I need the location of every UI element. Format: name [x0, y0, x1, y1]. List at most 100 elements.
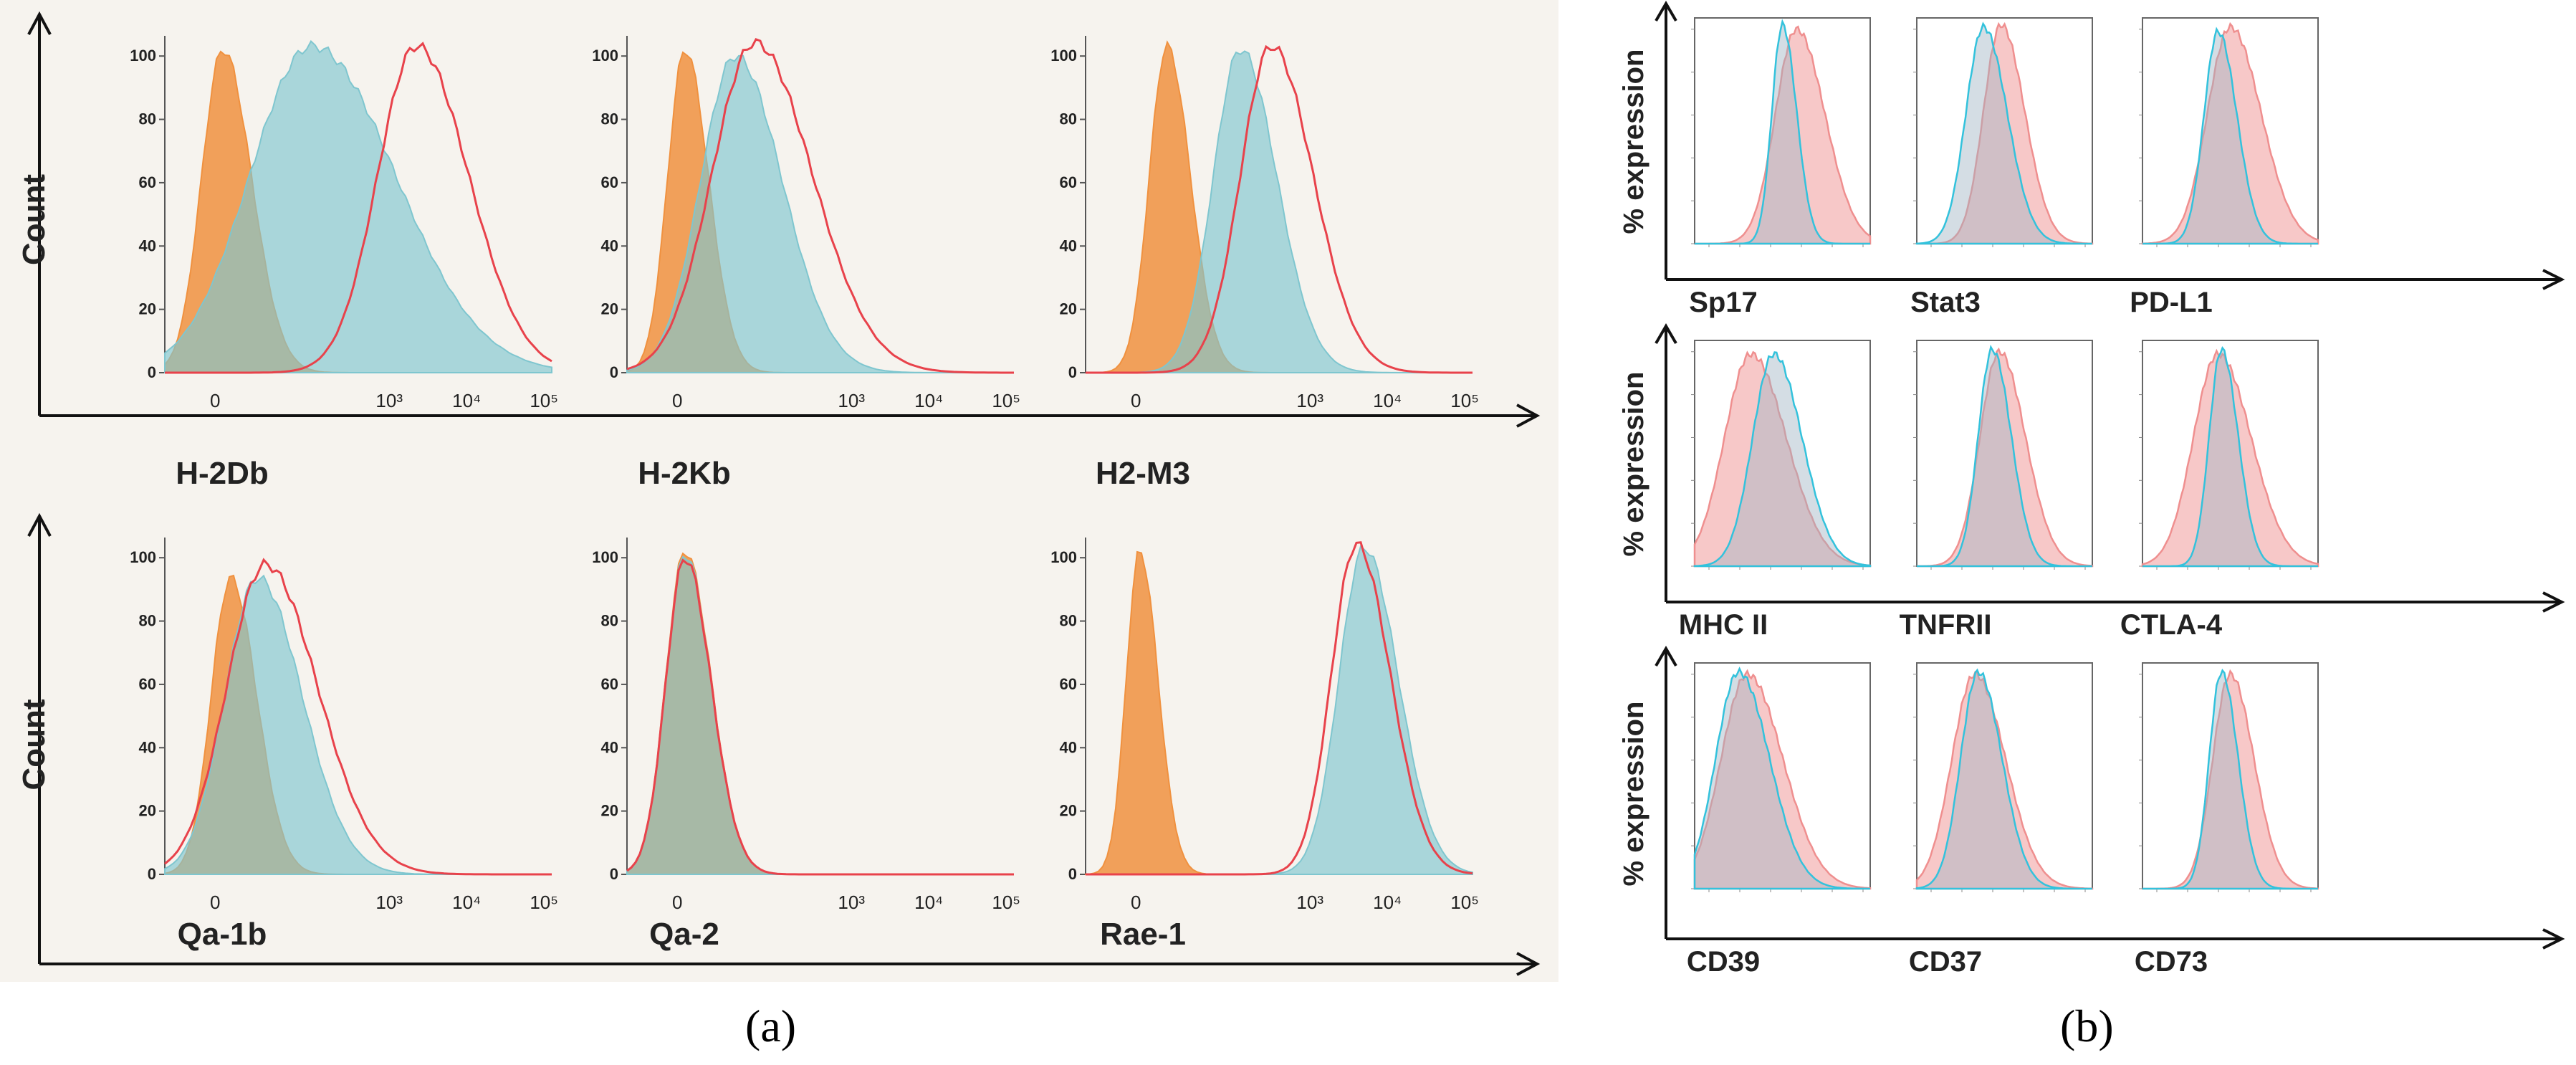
- y-tick-label: 0: [1068, 865, 1077, 883]
- histogram-curve-cells_b: [626, 37, 1014, 374]
- y-tick-label: 60: [1060, 173, 1077, 191]
- histogram-curve-control: [2142, 27, 2318, 245]
- x-tick-label: 10⁵: [530, 892, 558, 913]
- x-tick-label: 10³: [838, 390, 865, 411]
- x-tick-label: 10⁵: [530, 390, 558, 411]
- y-tick-label: 60: [139, 173, 156, 191]
- x-tick-label: 10³: [375, 892, 403, 913]
- y-axis-label: % expression: [1618, 49, 1649, 234]
- panel-a-chart: Count 0 20 40 60 80 100 0 10³ 10⁴ 10⁵ H-2Db 0 20 40 60 8…: [16, 11, 1541, 976]
- x-tick-label: 10⁴: [452, 390, 481, 411]
- histogram-curve-control: [1915, 668, 2092, 890]
- x-tick-label: 10⁴: [452, 892, 481, 913]
- y-tick-label: 20: [1060, 802, 1077, 820]
- histogram-label: PD-L1: [2130, 287, 2213, 318]
- y-tick-label: 40: [601, 738, 618, 756]
- y-tick-label: 80: [139, 612, 156, 630]
- histogram-h-2db: 0 20 40 60 80 100 0 10³ 10⁴ 10⁵ H-2Db: [130, 36, 558, 491]
- x-axis-arrow-icon: [2542, 269, 2565, 290]
- y-tick-label: 60: [601, 675, 618, 693]
- y-axis-arrow-icon: [1655, 1, 1677, 22]
- y-tick-label: 20: [139, 802, 156, 820]
- x-tick-label: 10³: [1296, 892, 1323, 913]
- y-tick-label: 100: [130, 548, 156, 566]
- x-axis-arrow-icon: [2542, 928, 2565, 950]
- y-tick-label: 40: [1060, 237, 1077, 254]
- histogram-label: Qa-2: [649, 917, 719, 952]
- y-tick-label: 100: [592, 548, 618, 566]
- y-tick-label: 100: [1050, 47, 1077, 65]
- y-tick-label: 40: [1060, 738, 1077, 756]
- histogram-curve-control: [1693, 667, 1870, 890]
- histogram-curve-treated: [1917, 22, 2094, 245]
- y-tick-label: 80: [601, 612, 618, 630]
- x-tick-label: 10³: [1296, 390, 1323, 411]
- histogram-label: Qa-1b: [178, 917, 267, 952]
- y-axis-arrow-icon: [1655, 323, 1677, 345]
- histogram-tnfrii: TNFRII: [1900, 340, 2094, 641]
- histogram-curve-cells_b: [164, 558, 552, 876]
- histogram-rae-1: 0 20 40 60 80 100 0 10³ 10⁴ 10⁵ Rae-1: [1050, 538, 1479, 952]
- histogram-curve-treated: [1916, 347, 2094, 568]
- histogram-stat3: Stat3: [1910, 17, 2094, 318]
- histogram-label: TNFRII: [1900, 609, 1992, 641]
- y-tick-label: 20: [601, 802, 618, 820]
- y-tick-label: 0: [148, 865, 156, 883]
- y-tick-label: 60: [139, 675, 156, 693]
- y-tick-label: 80: [1060, 612, 1077, 630]
- y-axis-label: % expression: [1618, 372, 1649, 557]
- histogram-sp17: Sp17: [1689, 17, 1872, 318]
- histogram-qa-2: 0 20 40 60 80 100 0 10³ 10⁴ 10⁵ Qa-2: [592, 538, 1020, 952]
- x-tick-label: 10⁴: [1373, 390, 1402, 411]
- panel-a-caption: (a): [745, 1000, 797, 1051]
- x-tick-label: 10⁴: [914, 390, 943, 411]
- histogram-label: MHC II: [1679, 609, 1768, 641]
- histogram-h-2kb: 0 20 40 60 80 100 0 10³ 10⁴ 10⁵ H-2Kb: [592, 36, 1020, 491]
- histogram-h2-m3: 0 20 40 60 80 100 0 10³ 10⁴ 10⁵ H2-M3: [1050, 36, 1479, 491]
- y-tick-label: 0: [148, 363, 156, 381]
- histogram-curve-cells_a: [1086, 50, 1473, 373]
- histogram-label: H-2Db: [176, 456, 269, 491]
- histogram-curve-control: [1695, 19, 1870, 245]
- histogram-qa-1b: 0 20 40 60 80 100 0 10³ 10⁴ 10⁵ Qa-1b: [130, 538, 558, 952]
- histogram-curve-cells_b: [1086, 44, 1473, 374]
- y-axis-arrow-icon: [27, 11, 52, 35]
- histogram-curve-treated: [2141, 22, 2319, 245]
- y-tick-label: 100: [1050, 548, 1077, 566]
- y-tick-label: 80: [601, 110, 618, 128]
- y-tick-label: 100: [592, 47, 618, 65]
- x-tick-label: 10⁴: [1373, 892, 1402, 913]
- x-tick-label: 10⁴: [914, 892, 943, 913]
- histogram-curve-control: [2142, 669, 2318, 890]
- histogram-label: CD39: [1687, 946, 1760, 978]
- histogram-label: Rae-1: [1100, 917, 1186, 952]
- y-tick-label: 40: [601, 237, 618, 254]
- histogram-curve-treated: [1915, 670, 2094, 890]
- y-axis-arrow-icon: [1655, 646, 1677, 667]
- y-tick-label: 80: [139, 110, 156, 128]
- y-tick-label: 40: [139, 738, 156, 756]
- histogram-curve-control: [2142, 346, 2318, 568]
- histogram-ctla-4: CTLA-4: [2120, 340, 2319, 641]
- histogram-cd39: CD39: [1687, 662, 1872, 978]
- histogram-curve-cells_b: [1086, 541, 1473, 876]
- histogram-mhc-ii: MHC II: [1679, 340, 1872, 641]
- histogram-curve-cells_a: [164, 39, 552, 373]
- y-tick-label: 0: [610, 363, 618, 381]
- histogram-curve-treated: [2141, 348, 2319, 568]
- x-tick-label: 0: [210, 892, 220, 913]
- x-axis-arrow-icon: [1516, 952, 1541, 976]
- panel-b-chart: % expression Sp17 Stat3 PD-L1 % expression MH…: [1618, 1, 2565, 978]
- y-tick-label: 40: [139, 237, 156, 254]
- x-axis-arrow-icon: [2542, 591, 2565, 613]
- x-tick-label: 10⁵: [992, 390, 1020, 411]
- histogram-curve-control: [1693, 351, 1872, 568]
- y-axis-arrow-icon: [27, 512, 52, 537]
- x-axis-arrow-icon: [1516, 403, 1541, 428]
- x-tick-label: 10⁵: [1450, 892, 1479, 913]
- y-tick-label: 20: [1060, 300, 1077, 318]
- x-tick-label: 0: [1131, 390, 1141, 411]
- y-tick-label: 20: [139, 300, 156, 318]
- x-tick-label: 10⁵: [992, 892, 1020, 913]
- panel-b-caption: (b): [2060, 1000, 2114, 1051]
